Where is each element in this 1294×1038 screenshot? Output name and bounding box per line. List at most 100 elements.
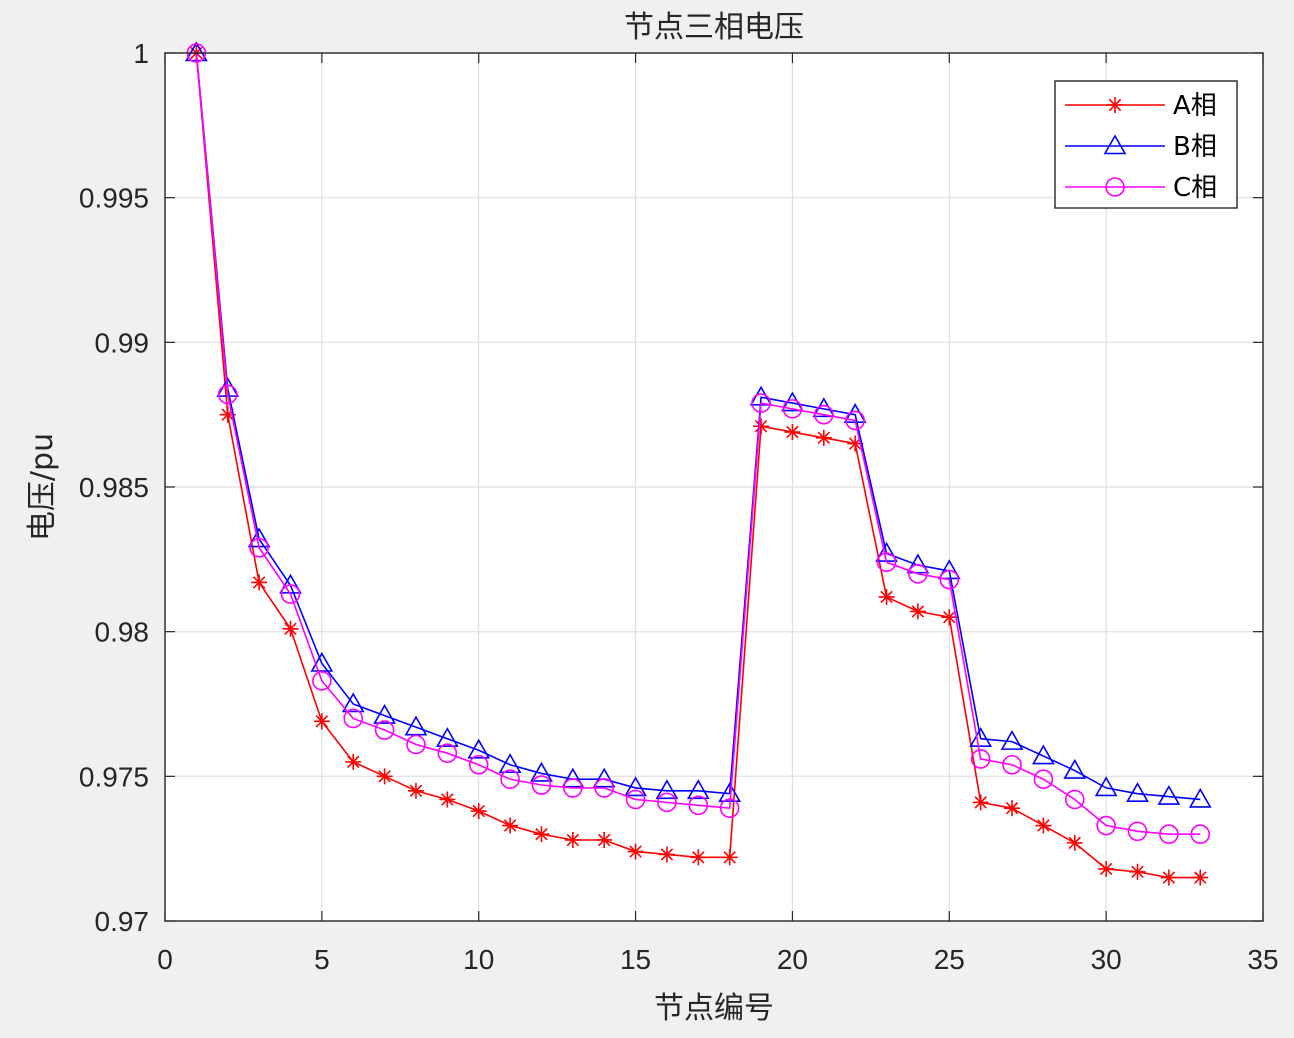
series-b-point xyxy=(435,727,459,748)
series-a-point xyxy=(1129,863,1146,880)
series-a-point xyxy=(376,768,393,785)
asterisk-stroke xyxy=(943,610,956,624)
asterisk-stroke xyxy=(503,819,517,832)
series-b-point xyxy=(561,767,585,788)
x-tick-label: 10 xyxy=(463,944,494,975)
asterisk-stroke xyxy=(1068,836,1081,850)
series-b-line xyxy=(195,52,1201,801)
series-a-point xyxy=(502,817,519,834)
asterisk-stroke xyxy=(535,827,548,841)
series-c-point xyxy=(1002,754,1022,775)
series-a-point xyxy=(564,831,581,848)
series-a-point xyxy=(282,620,299,637)
series-a-point xyxy=(878,588,895,605)
legend-label-b: B相 xyxy=(1173,132,1217,162)
series-c-point xyxy=(374,720,395,740)
legend-marker-b xyxy=(1103,134,1127,155)
asterisk-stroke xyxy=(1099,862,1113,876)
series-c-point xyxy=(249,537,269,558)
series-c-point xyxy=(563,778,583,798)
series-a-point xyxy=(1098,860,1115,877)
series-b-point xyxy=(404,715,428,736)
x-tick-label: 35 xyxy=(1247,944,1278,975)
asterisk-stroke xyxy=(347,755,360,769)
series-a-point xyxy=(909,603,926,620)
series-c-point xyxy=(1064,789,1085,810)
series-c-point xyxy=(343,708,364,729)
y-tick-label: 0.99 xyxy=(95,327,150,358)
y-tick-label: 0.975 xyxy=(79,761,149,792)
x-tick-label: 0 xyxy=(157,944,173,975)
series-b-point xyxy=(1157,784,1181,805)
series-c-point xyxy=(500,769,520,790)
asterisk-stroke xyxy=(880,590,893,604)
x-tick-label: 5 xyxy=(314,944,330,975)
series-a xyxy=(188,45,1209,886)
series-b-point xyxy=(655,779,679,800)
asterisk-stroke xyxy=(566,833,580,847)
x-tick-label: 30 xyxy=(1091,944,1122,975)
series-c-point xyxy=(406,734,426,755)
asterisk-stroke xyxy=(472,804,485,818)
x-axis-title: 节点编号 xyxy=(654,991,774,1026)
y-tick-label: 0.97 xyxy=(95,906,150,937)
asterisk-stroke xyxy=(1131,865,1144,879)
series-b-point xyxy=(937,559,961,580)
series-b-point xyxy=(1188,787,1212,808)
series-a-point xyxy=(407,782,424,799)
series-c-line xyxy=(195,52,1201,836)
asterisk-stroke xyxy=(1108,98,1122,112)
y-axis-title: 电压/pu xyxy=(25,433,60,541)
series-a-point xyxy=(1035,817,1052,834)
series-c-point xyxy=(1127,821,1148,842)
chart-title: 节点三相电压 xyxy=(624,10,804,45)
series-b-point xyxy=(1126,782,1149,802)
legend: A相 B相 C相 xyxy=(1054,80,1238,209)
series-a-point xyxy=(753,418,770,435)
asterisk-stroke xyxy=(1005,801,1019,815)
legend-label-c: C相 xyxy=(1173,173,1217,203)
series-b-point xyxy=(1032,744,1055,765)
y-tick-label: 0.995 xyxy=(79,183,149,214)
x-tick-label: 25 xyxy=(934,944,965,975)
series-a-point xyxy=(627,843,644,860)
y-tick-label: 1 xyxy=(133,38,149,69)
series-a-point xyxy=(313,713,330,730)
series-b-point xyxy=(592,767,616,788)
series-c-point xyxy=(719,798,740,818)
series-c-point xyxy=(437,743,458,763)
y-tick-labels: 0.97 0.975 0.98 0.985 0.99 0.995 1 xyxy=(79,38,149,937)
series-c-point xyxy=(908,563,928,584)
y-tick-label: 0.985 xyxy=(79,472,149,503)
asterisk-stroke xyxy=(974,796,987,809)
asterisk-stroke xyxy=(692,851,705,864)
series-b-point xyxy=(467,738,491,759)
series-c-point xyxy=(1190,824,1211,845)
asterisk-stroke xyxy=(754,420,768,433)
series-b-point xyxy=(310,651,334,672)
asterisk-stroke xyxy=(284,622,297,635)
series-b-point xyxy=(1094,776,1118,797)
asterisk-stroke xyxy=(817,431,831,445)
series-c-point xyxy=(782,399,803,419)
x-tick-label: 20 xyxy=(777,944,808,975)
y-tick-label: 0.98 xyxy=(95,617,150,648)
series-a-point xyxy=(596,831,613,848)
series-c-point xyxy=(970,749,991,769)
series-a-point xyxy=(972,794,989,811)
series-b-point xyxy=(686,779,710,800)
asterisk-stroke xyxy=(597,833,611,847)
series-b-point xyxy=(341,692,365,713)
asterisk-stroke xyxy=(409,784,423,798)
legend-marker-a xyxy=(1107,97,1123,113)
series-c-point xyxy=(280,584,301,604)
series-c-point xyxy=(657,792,677,813)
series-a-point xyxy=(1004,800,1021,817)
series-b-point xyxy=(624,776,647,797)
series-a-point xyxy=(815,429,832,446)
series-c-point xyxy=(1159,824,1179,845)
asterisk-stroke xyxy=(786,425,799,439)
asterisk-stroke xyxy=(629,845,642,858)
asterisk-stroke xyxy=(1194,871,1207,884)
